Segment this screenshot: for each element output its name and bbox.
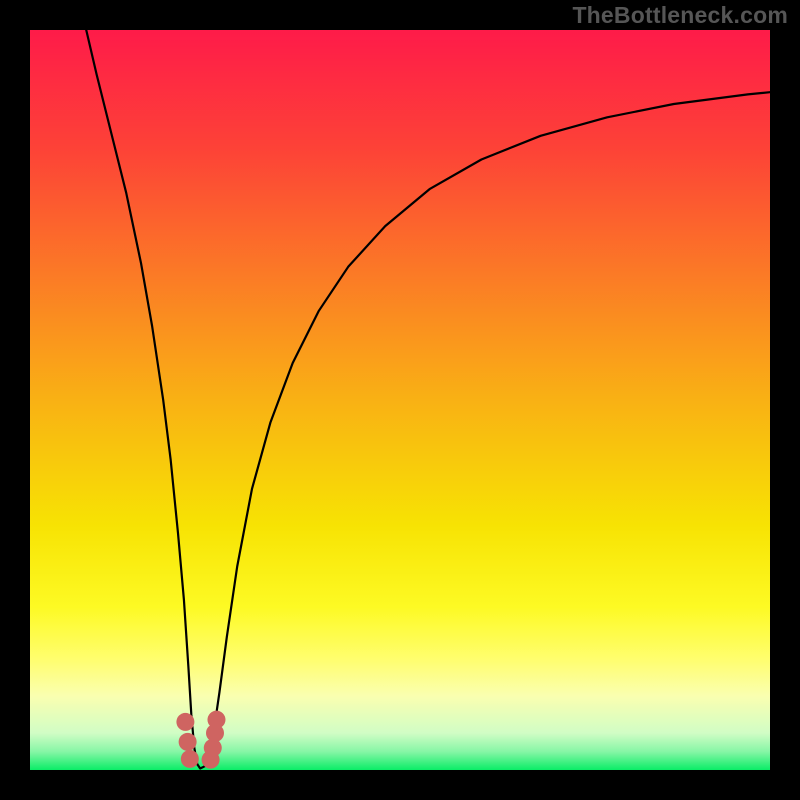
watermark-text: TheBottleneck.com xyxy=(572,2,788,29)
trough-marker xyxy=(176,713,194,731)
chart-plot-area xyxy=(30,30,770,770)
trough-marker xyxy=(179,733,197,751)
chart-background xyxy=(30,30,770,770)
trough-marker xyxy=(181,750,199,768)
trough-marker xyxy=(207,711,225,729)
figure-frame: TheBottleneck.com xyxy=(0,0,800,800)
chart-svg xyxy=(30,30,770,770)
